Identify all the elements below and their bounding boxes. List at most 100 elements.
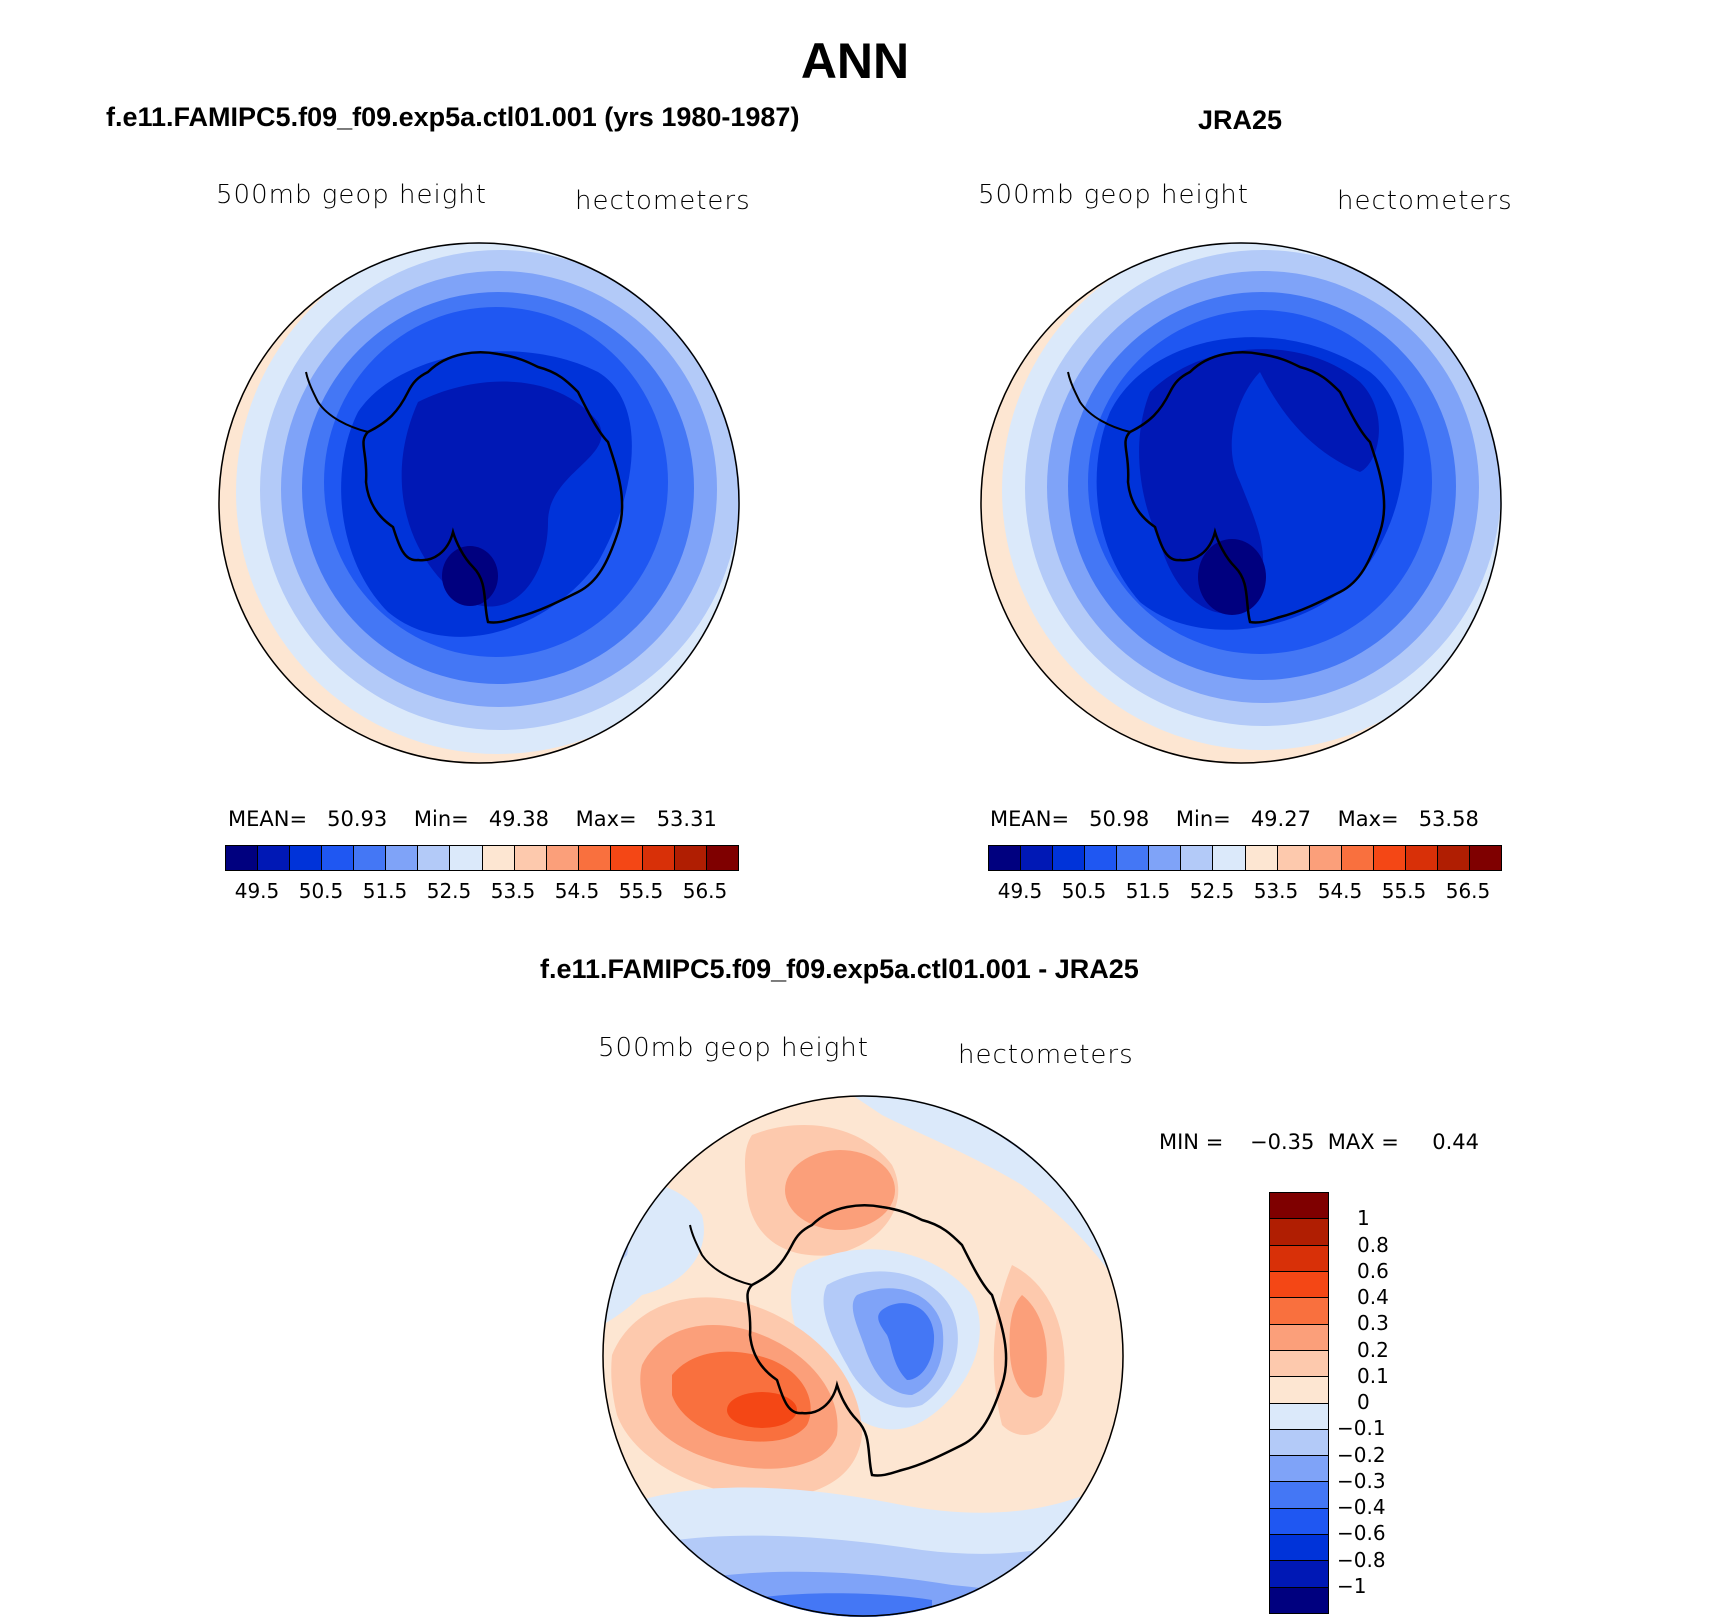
colorbar-swatch — [226, 846, 259, 870]
colorbar-swatch — [546, 846, 579, 870]
colorbar-swatch — [1117, 846, 1150, 870]
panel-1-variable: 500mb geop height — [216, 180, 487, 210]
colorbar-swatch — [290, 846, 323, 870]
colorbar-swatch — [706, 846, 738, 870]
max-value: 53.58 — [1418, 807, 1479, 831]
colorbar-swatch — [1245, 846, 1278, 870]
colorbar-swatch — [322, 846, 355, 870]
mean-label: MEAN= — [990, 807, 1070, 831]
colorbar-tick-label: −0.6 — [1337, 1521, 1386, 1546]
colorbar-swatch — [1270, 1324, 1328, 1351]
colorbar-swatch — [1270, 1403, 1328, 1430]
colorbar-tick-label: 49.5 — [234, 879, 280, 903]
colorbar-tick-label: 50.5 — [298, 879, 344, 903]
min-label: MIN = — [1159, 1130, 1224, 1154]
contour-49-5 — [442, 546, 498, 606]
colorbar-swatch — [989, 846, 1022, 870]
colorbar-tick-label: 0.8 — [1357, 1232, 1389, 1257]
colorbar-swatch — [514, 846, 547, 870]
colorbar-swatch — [578, 846, 611, 870]
colorbar-swatch — [1270, 1482, 1328, 1509]
min-label: Min= — [413, 807, 469, 831]
colorbar-swatch — [1270, 1587, 1328, 1613]
colorbar-tick-label: 53.5 — [490, 879, 536, 903]
colorbar-swatch — [1270, 1508, 1328, 1536]
panel-1-polar-map — [218, 242, 740, 764]
colorbar-swatch — [610, 846, 643, 870]
antarctica-coastline — [362, 351, 624, 624]
panel-2-units: hectometers — [1337, 186, 1513, 216]
panel-1-colorbar — [225, 845, 739, 871]
colorbar-swatch — [1270, 1271, 1328, 1299]
antarctic-peninsula — [305, 371, 369, 433]
colorbar-tick-label: −0.8 — [1337, 1547, 1386, 1572]
panel-1-stats: MEAN= 50.93 Min= 49.38 Max= 53.31 — [228, 807, 717, 831]
contour-49-5 — [1198, 539, 1266, 615]
colorbar-tick-label: −1 — [1337, 1573, 1367, 1598]
colorbar-tick-label: 49.5 — [997, 879, 1043, 903]
colorbar-tick-label: 51.5 — [362, 879, 408, 903]
max-value: 53.31 — [656, 807, 717, 831]
colorbar-swatch — [1341, 846, 1374, 870]
min-label: Min= — [1175, 807, 1231, 831]
colorbar-swatch — [1270, 1350, 1328, 1378]
diff-panel-variable: 500mb geop height — [598, 1033, 869, 1063]
colorbar-swatch — [1270, 1429, 1328, 1457]
antarctica-coastline — [1124, 351, 1386, 624]
panel-2-variable: 500mb geop height — [978, 180, 1249, 210]
min-value: 49.38 — [488, 807, 549, 831]
colorbar-swatch — [1053, 846, 1086, 870]
diff-panel-stats: MIN = −0.35 MAX = 0.44 — [1159, 1130, 1479, 1154]
panel-2-polar-map — [980, 242, 1502, 764]
colorbar-swatch — [1270, 1219, 1328, 1246]
colorbar-tick-label: 55.5 — [1381, 879, 1427, 903]
colorbar-tick-label: 56.5 — [1445, 879, 1491, 903]
colorbar-swatch — [386, 846, 419, 870]
max-label: Max= — [575, 807, 637, 831]
colorbar-swatch — [1085, 846, 1118, 870]
mean-value: 50.93 — [327, 807, 388, 831]
contour-0-6-southwest — [727, 1392, 797, 1428]
contour-50-0 — [1139, 349, 1379, 614]
colorbar-swatch — [642, 846, 675, 870]
mean-value: 50.98 — [1089, 807, 1150, 831]
contour-0-3-east — [1009, 1295, 1047, 1398]
colorbar-swatch — [1437, 846, 1470, 870]
max-label: MAX = — [1327, 1130, 1399, 1154]
colorbar-tick-label: 54.5 — [554, 879, 600, 903]
panel-2-stats: MEAN= 50.98 Min= 49.27 Max= 53.58 — [990, 807, 1479, 831]
colorbar-swatch — [418, 846, 451, 870]
colorbar-tick-label: 51.5 — [1125, 879, 1171, 903]
panel-2-title: JRA25 — [1198, 105, 1283, 135]
antarctic-peninsula — [689, 1224, 753, 1286]
colorbar-swatch — [1309, 846, 1342, 870]
contour-50-0 — [401, 381, 602, 607]
colorbar-tick-label: −0.1 — [1337, 1416, 1386, 1441]
colorbar-swatch — [1270, 1193, 1328, 1220]
colorbar-swatch — [1021, 846, 1054, 870]
colorbar-swatch — [1213, 846, 1246, 870]
mean-label: MEAN= — [228, 807, 308, 831]
antarctica-coastline — [746, 1204, 1008, 1477]
colorbar-swatch — [1270, 1298, 1328, 1325]
antarctic-peninsula — [1067, 371, 1131, 433]
colorbar-swatch — [1270, 1456, 1328, 1483]
diff-panel-units: hectometers — [958, 1040, 1134, 1070]
colorbar-tick-label: −0.3 — [1337, 1468, 1386, 1493]
colorbar-swatch — [674, 846, 707, 870]
colorbar-tick-label: −0.4 — [1337, 1495, 1386, 1519]
colorbar-swatch — [482, 846, 515, 870]
colorbar-swatch — [258, 846, 291, 870]
map-boundary — [218, 242, 740, 764]
colorbar-tick-label: 52.5 — [1189, 879, 1235, 903]
panel-2-colorbar — [988, 845, 1502, 871]
colorbar-swatch — [1277, 846, 1310, 870]
colorbar-tick-label: 1 — [1357, 1206, 1370, 1231]
colorbar-tick-label: 0 — [1357, 1390, 1370, 1414]
colorbar-tick-label: 0.1 — [1357, 1363, 1389, 1388]
colorbar-swatch — [1181, 846, 1214, 870]
diff-polar-map — [602, 1095, 1124, 1617]
diff-panel-title: f.e11.FAMIPC5.f09_f09.exp5a.ctl01.001 - … — [540, 954, 1139, 984]
panel-1-units: hectometers — [575, 186, 751, 216]
colorbar-swatch — [1270, 1535, 1328, 1562]
